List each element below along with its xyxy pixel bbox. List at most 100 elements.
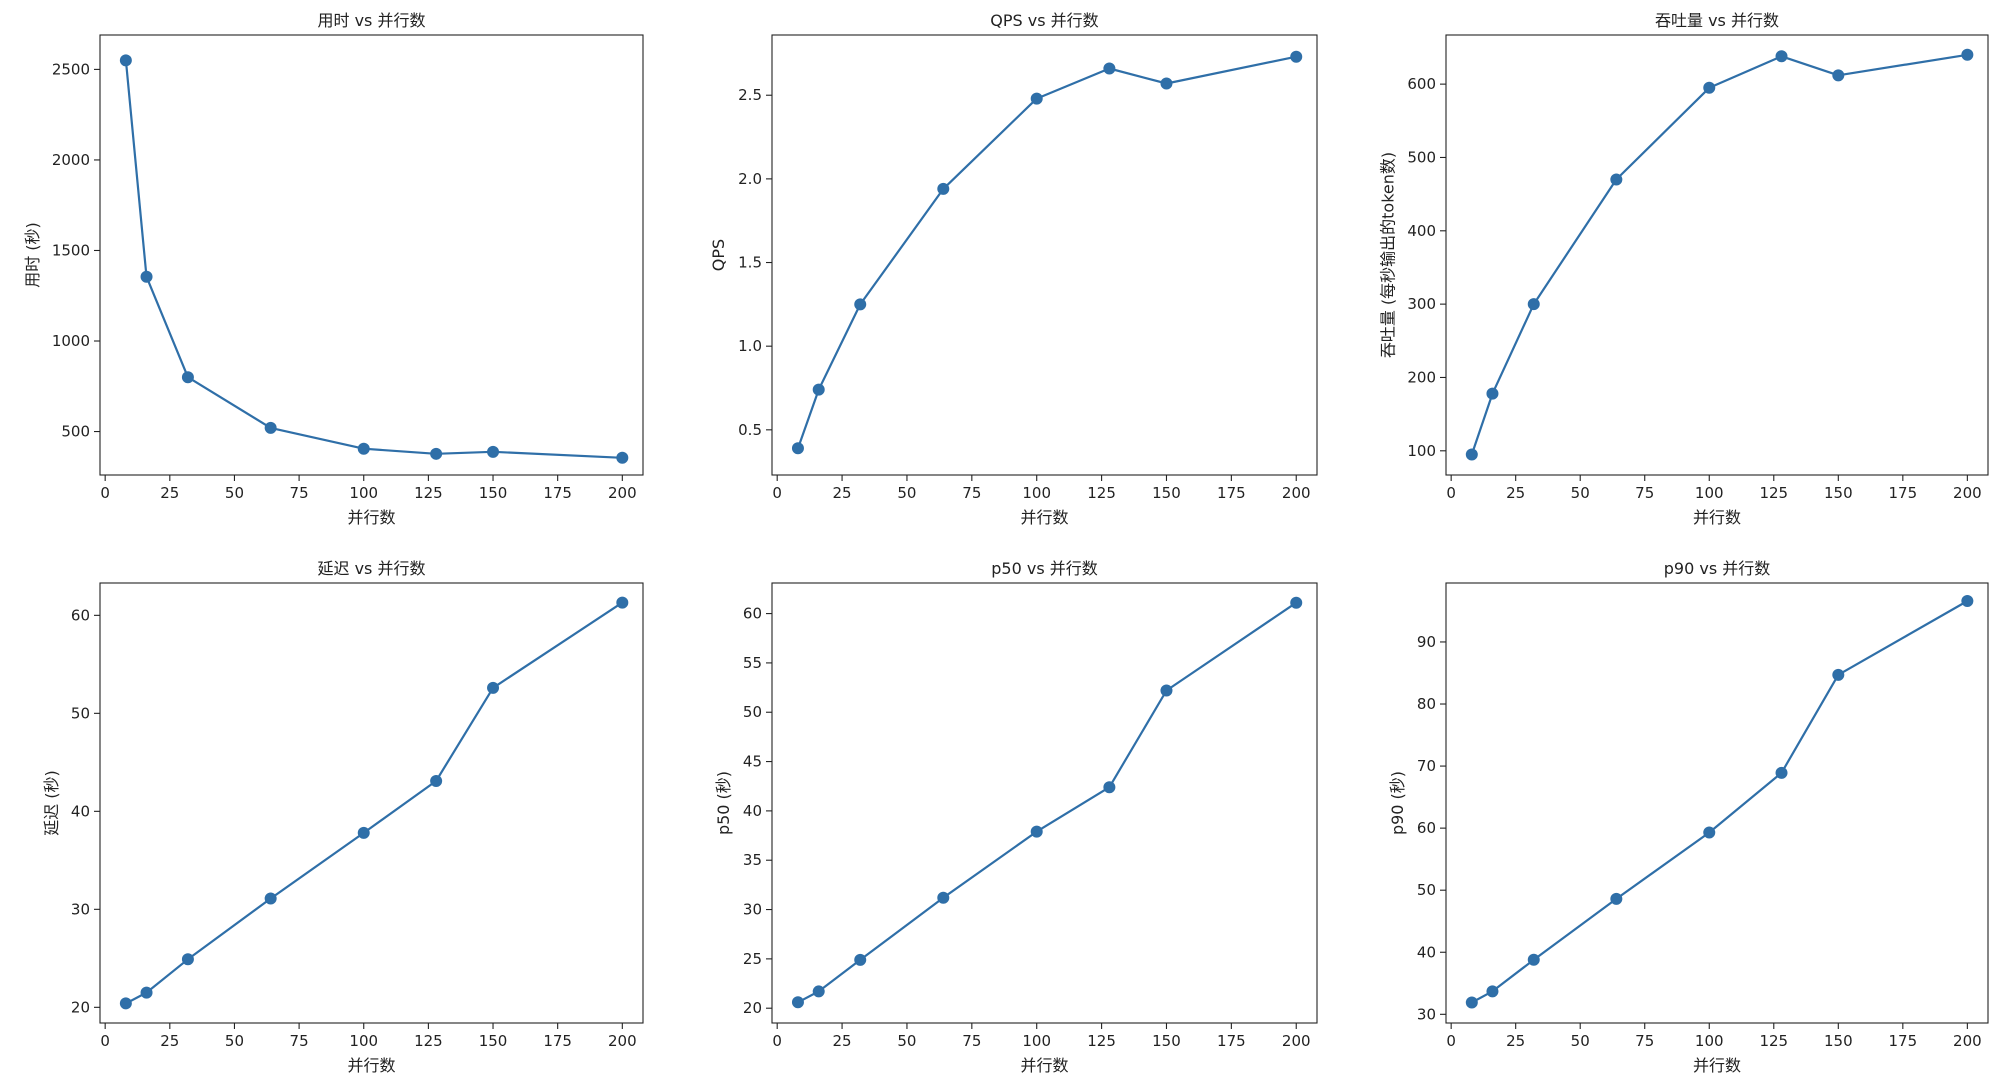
throughput-y-tick-label: 300 [1407,295,1436,313]
p50-x-tick-label: 100 [1022,1032,1051,1050]
p90-data-point [1832,668,1845,681]
throughput-y-tick-label: 100 [1407,442,1436,460]
p90-data-point [1527,953,1540,966]
qps-data-point [1103,62,1116,75]
time-y-tick-label: 1500 [52,241,90,259]
chart-p90: p90 vs 并行数 0 25 50 75 100 125 150 175 200 30 40 50 60… [1388,559,1989,1075]
qps-y-tick-label: 1.0 [738,337,762,355]
p90-x-axis-label: 并行数 [1693,1056,1741,1075]
p50-y-tick-label: 35 [743,851,762,869]
latency-x-tick-label: 125 [414,1032,443,1050]
p50-y-tick-label: 25 [743,950,762,968]
p90-data-point [1610,892,1623,905]
latency-y-tick-label: 40 [71,802,90,820]
qps-x-tick-label: 125 [1087,484,1116,502]
throughput-data-point [1486,387,1499,400]
time-series-line [124,60,623,459]
p50-x-tick-label: 150 [1152,1032,1181,1050]
time-y-axis-label: 用时 (秒) [23,222,42,288]
latency-data-point [616,596,629,609]
p50-y-tick-label: 55 [743,654,762,672]
p50-x-tick-label: 125 [1087,1032,1116,1050]
p50-series-line [797,601,1297,1004]
p90-series-line [1471,600,1968,1004]
latency-data-point [181,953,194,966]
throughput-y-tick-label: 600 [1407,75,1436,93]
p50-y-axis-label: p50 (秒) [714,771,733,835]
p90-y-axis-label: p90 (秒) [1388,771,1407,835]
time-data-point [487,445,500,458]
throughput-x-tick-label: 50 [1571,484,1590,502]
time-x-tick-label: 50 [225,484,244,502]
p50-y-tick-label: 50 [743,703,762,721]
chart-throughput: 吞吐量 vs 并行数 0 25 50 75 100 125 150 175 200 100 200 30… [1378,11,1989,527]
latency-plot-frame [99,582,644,1024]
throughput-x-tick-label: 25 [1506,484,1525,502]
latency-x-tick-label: 50 [225,1032,244,1050]
qps-data-point [1030,92,1043,105]
throughput-plot-frame [1445,34,1989,476]
throughput-x-tick-label: 0 [1446,484,1456,502]
p50-data-point [1030,825,1043,838]
p90-x-tick-label: 50 [1571,1032,1590,1050]
qps-x-tick-label: 175 [1217,484,1246,502]
latency-y-tick-label: 30 [71,900,90,918]
time-x-tick-label: 175 [543,484,572,502]
time-x-tick-label: 0 [100,484,110,502]
p50-x-tick-label: 200 [1282,1032,1311,1050]
latency-x-tick-label: 100 [349,1032,378,1050]
latency-x-tick-label: 150 [479,1032,508,1050]
qps-y-tick-label: 2.5 [738,86,762,104]
p50-data-point [1160,684,1173,697]
p90-y-tick-label: 90 [1417,633,1436,651]
throughput-data-point [1527,298,1540,311]
p90-data-point [1486,985,1499,998]
p90-x-tick-label: 75 [1635,1032,1654,1050]
time-x-tick-label: 200 [608,484,637,502]
time-data-point [119,54,132,67]
latency-x-tick-label: 75 [290,1032,309,1050]
time-x-tick-label: 100 [349,484,378,502]
time-data-point [357,442,370,455]
qps-data-point [791,442,804,455]
latency-data-point [357,826,370,839]
latency-x-tick-label: 175 [543,1032,572,1050]
time-data-point [181,371,194,384]
qps-x-tick-label: 50 [897,484,916,502]
p90-x-tick-label: 125 [1759,1032,1788,1050]
throughput-y-axis-label: 吞吐量 (每秒输出的token数) [1378,152,1397,358]
qps-title: QPS vs 并行数 [990,11,1098,30]
qps-plot-frame [771,34,1318,476]
time-x-tick-label: 150 [479,484,508,502]
time-title: 用时 vs 并行数 [318,11,426,30]
p50-x-tick-label: 75 [962,1032,981,1050]
p90-y-tick-label: 80 [1417,695,1436,713]
latency-title: 延迟 vs 并行数 [318,559,426,578]
p90-data-point [1465,996,1478,1009]
throughput-x-axis-label: 并行数 [1693,508,1741,527]
latency-y-tick-label: 60 [71,606,90,624]
time-y-tick-label: 2500 [52,60,90,78]
time-x-tick-label: 25 [160,484,179,502]
p50-data-point [812,985,825,998]
qps-data-point [1290,50,1303,63]
qps-series-line [796,55,1297,449]
latency-data-point [119,997,132,1010]
latency-y-axis-label: 延迟 (秒) [42,770,61,836]
p50-data-point [1290,596,1303,609]
throughput-x-tick-label: 100 [1695,484,1724,502]
time-x-axis-label: 并行数 [347,508,395,527]
throughput-data-point [1703,81,1716,94]
p50-x-axis-label: 并行数 [1020,1056,1068,1075]
throughput-x-tick-label: 75 [1635,484,1654,502]
latency-x-tick-label: 0 [100,1032,110,1050]
p50-data-point [854,953,867,966]
time-data-point [264,421,277,434]
p90-data-point [1703,826,1716,839]
qps-x-tick-label: 0 [772,484,782,502]
throughput-y-tick-label: 200 [1407,368,1436,386]
throughput-data-point [1465,448,1478,461]
throughput-data-point [1775,50,1788,63]
time-data-point [140,270,153,283]
